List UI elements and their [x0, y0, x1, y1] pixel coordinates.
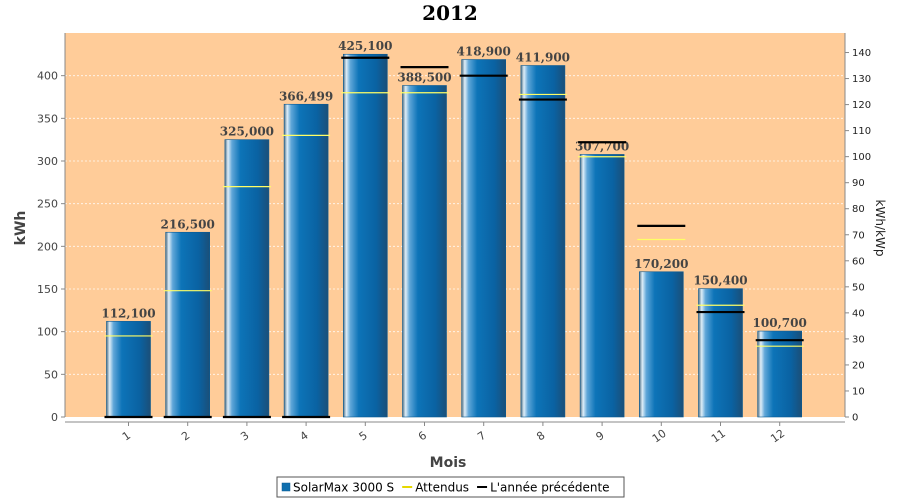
bar-value-label: 100,700: [753, 316, 807, 330]
y-tick-label: 100: [37, 326, 58, 339]
y2-tick-label: 30: [852, 334, 865, 345]
legend-label: SolarMax 3000 S: [293, 481, 394, 495]
bar-value-label: 150,400: [693, 274, 747, 288]
y-tick-label: 250: [37, 198, 58, 211]
y-tick-label: 200: [37, 240, 58, 253]
y2-tick-label: 60: [852, 256, 865, 267]
x-tick-label: 9: [593, 429, 606, 444]
bar-value-label: 112,100: [101, 306, 155, 320]
y2-tick-label: 10: [852, 386, 865, 397]
bar-3: [224, 139, 270, 418]
bar-value-label: 388,500: [397, 70, 451, 84]
y2-tick-label: 20: [852, 360, 865, 371]
y2-tick-label: 120: [852, 100, 871, 111]
bar-9: [579, 154, 625, 418]
y-tick-label: 350: [37, 112, 58, 125]
legend-label: L'année précédente: [490, 481, 609, 495]
bar-4: [283, 103, 329, 418]
y-tick-label: 0: [51, 411, 58, 424]
bar-8: [520, 65, 566, 418]
bar-11: [698, 288, 743, 418]
y-axis-title: kWh: [13, 211, 29, 246]
bar-1: [106, 321, 151, 418]
x-tick-label: 3: [238, 429, 251, 444]
x-tick-label: 2: [179, 429, 192, 444]
y2-axis-title: kWh/kWp: [873, 200, 887, 257]
y2-tick-label: 0: [852, 413, 858, 424]
legend: SolarMax 3000 S Attendus L'année précédent…: [276, 476, 625, 498]
y-tick-label: 400: [37, 70, 58, 83]
bar-value-label: 366,499: [279, 89, 333, 103]
x-tick-label: 1: [120, 429, 133, 444]
bar-value-label: 216,500: [161, 217, 215, 231]
y2-tick-label: 130: [852, 74, 871, 85]
x-tick-label: 11: [709, 427, 728, 446]
y2-tick-label: 140: [852, 48, 871, 59]
x-tick-label: 5: [357, 429, 370, 444]
x-tick-label: 8: [534, 429, 547, 444]
bar-value-label: 411,900: [516, 51, 570, 65]
chart-title: 2012: [422, 1, 478, 25]
y2-tick-label: 100: [852, 152, 871, 163]
y2-tick-label: 70: [852, 230, 865, 241]
x-tick-label: 10: [650, 427, 669, 446]
x-axis-title: Mois: [430, 455, 467, 471]
y2-tick-label: 40: [852, 308, 865, 319]
x-tick-label: 7: [475, 429, 488, 444]
plot-area: 0 50 100 150 200 250 300 350 400 0 10 20 30 40 50 60 70 8…: [37, 33, 871, 445]
x-tick-label: 6: [416, 429, 429, 444]
x-tick-label: 4: [297, 429, 310, 444]
bar-value-label: 418,900: [457, 45, 511, 59]
bar-value-label: 325,000: [220, 125, 274, 139]
bar-value-label: 170,200: [634, 257, 688, 271]
bar-5: [342, 53, 388, 418]
bar-6: [402, 85, 447, 418]
legend-label: Attendus: [415, 481, 469, 495]
bar-12: [757, 330, 803, 418]
y2-tick-label: 80: [852, 204, 865, 215]
y-tick-label: 150: [37, 283, 58, 296]
legend-box: [276, 476, 625, 498]
bar-2: [165, 231, 210, 418]
legend-swatch: [281, 482, 291, 492]
bar-value-label: 425,100: [338, 39, 392, 53]
bar-10: [638, 271, 684, 418]
y2-tick-label: 50: [852, 282, 865, 293]
bar-7: [461, 59, 507, 418]
y-tick-label: 50: [44, 368, 58, 381]
x-tick-label: 12: [768, 427, 787, 446]
y2-tick-label: 90: [852, 178, 865, 189]
y2-tick-label: 110: [852, 126, 871, 137]
y-tick-label: 300: [37, 155, 58, 168]
